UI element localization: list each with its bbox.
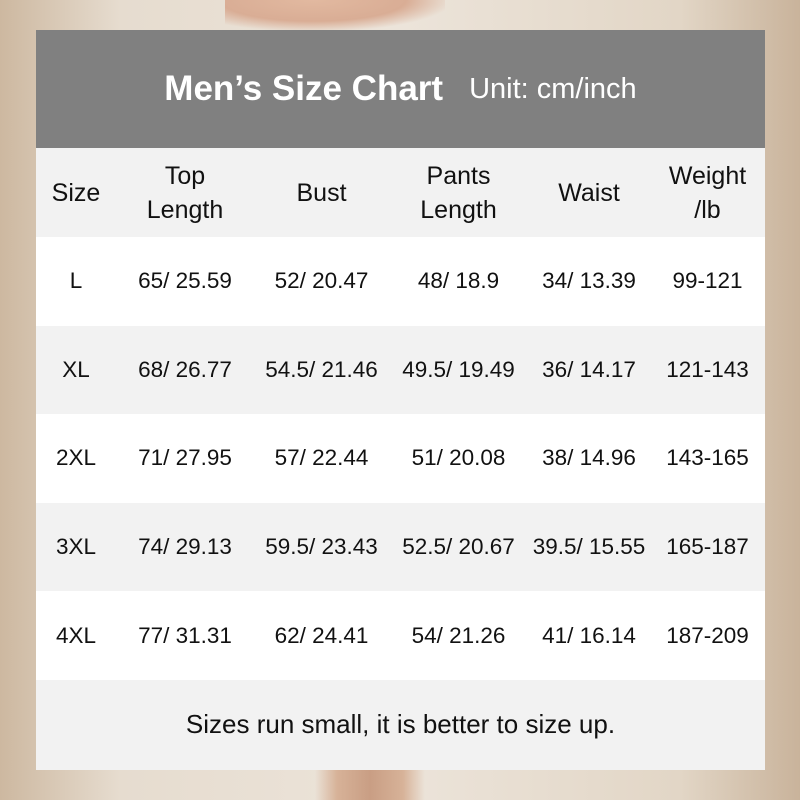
table-cell: 165-187 [650, 502, 765, 592]
table-cell: 52/ 20.47 [254, 237, 389, 326]
table-cell: 71/ 27.95 [116, 414, 254, 503]
table-cell: 48/ 18.9 [389, 237, 528, 326]
table-cell: 41/ 16.14 [528, 591, 650, 680]
table-cell: 36/ 14.17 [528, 325, 650, 415]
size-cell: 3XL [36, 502, 116, 592]
table-cell: 62/ 24.41 [254, 591, 389, 680]
table-cell: 187-209 [650, 591, 765, 680]
size-cell: 4XL [36, 591, 116, 680]
size-chart: Men’s Size Chart Unit: cm/inch Size Top L… [36, 30, 765, 770]
table-cell: 65/ 25.59 [116, 237, 254, 326]
table-cell: 34/ 13.39 [528, 237, 650, 326]
table-row: L 65/ 25.59 52/ 20.47 48/ 18.9 34/ 13.39 99-1… [36, 237, 765, 326]
chart-title: Men’s Size Chart [164, 69, 444, 108]
column-header: Top Length [116, 148, 254, 237]
table-cell: 68/ 26.77 [116, 325, 254, 415]
table-cell: 38/ 14.96 [528, 414, 650, 503]
table-row: 4XL 77/ 31.31 62/ 24.41 54/ 21.26 41/ 16.14 1… [36, 591, 765, 680]
unit-label: Unit: cm/inch [469, 72, 637, 105]
column-header: Pants Length [389, 148, 528, 237]
table-cell: 143-165 [650, 414, 765, 503]
table-cell: 54.5/ 21.46 [254, 325, 389, 415]
size-cell: 2XL [36, 414, 116, 503]
background-photo-model-legs [315, 770, 425, 800]
table-cell: 51/ 20.08 [389, 414, 528, 503]
size-table: Size Top Length Bust Pants Length Waist Weigh… [36, 148, 765, 680]
table-cell: 54/ 21.26 [389, 591, 528, 680]
table-cell: 121-143 [650, 325, 765, 415]
table-header-row: Size Top Length Bust Pants Length Waist Weigh… [36, 148, 765, 237]
column-header: Size [36, 148, 116, 237]
table-cell: 57/ 22.44 [254, 414, 389, 503]
size-cell: XL [36, 325, 116, 415]
column-header: Weight /lb [650, 148, 765, 237]
table-cell: 49.5/ 19.49 [389, 325, 528, 415]
column-header: Bust [254, 148, 389, 237]
table-cell: 39.5/ 15.55 [528, 502, 650, 592]
size-cell: L [36, 237, 116, 326]
title-bar: Men’s Size Chart Unit: cm/inch [36, 30, 765, 148]
table-cell: 52.5/ 20.67 [389, 502, 528, 592]
table-row: XL 68/ 26.77 54.5/ 21.46 49.5/ 19.49 36/ 14.… [36, 325, 765, 415]
column-header: Waist [528, 148, 650, 237]
table-cell: 59.5/ 23.43 [254, 502, 389, 592]
size-note: Sizes run small, it is better to size up… [36, 679, 765, 770]
table-cell: 99-121 [650, 237, 765, 326]
table-row: 3XL 74/ 29.13 59.5/ 23.43 52.5/ 20.67 39.5/ … [36, 502, 765, 592]
background-photo-model-face [225, 0, 445, 30]
table-cell: 74/ 29.13 [116, 502, 254, 592]
table-cell: 77/ 31.31 [116, 591, 254, 680]
table-row: 2XL 71/ 27.95 57/ 22.44 51/ 20.08 38/ 14.96 1… [36, 414, 765, 503]
